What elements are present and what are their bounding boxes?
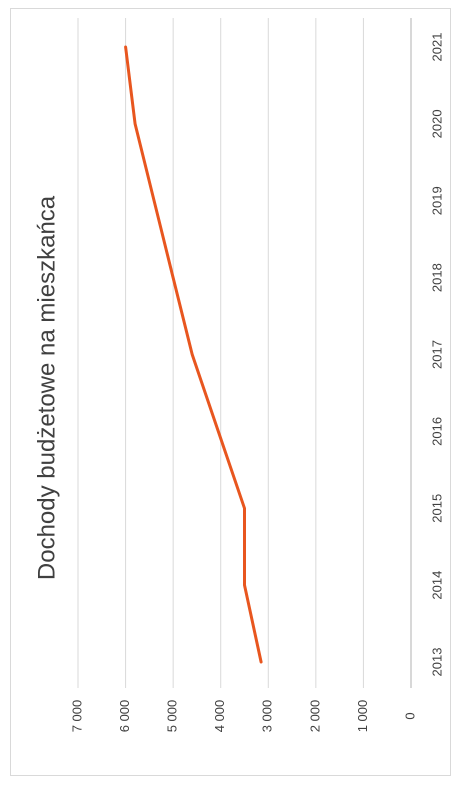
y-tick-label: 0: [402, 712, 417, 719]
x-tick-label: 2015: [429, 494, 444, 523]
y-tick-label: 7 000: [69, 700, 84, 733]
x-tick-label: 2020: [429, 109, 444, 138]
y-tick-label: 4 000: [212, 700, 227, 733]
x-tick-label: 2018: [429, 263, 444, 292]
x-tick-label: 2016: [429, 417, 444, 446]
y-tick-label: 6 000: [117, 700, 132, 733]
x-axis-ticks: 2013 2014 2015 2016 2017 2018 2019 2020 2021: [429, 33, 444, 677]
chart-title: Dochody budżetowe na mieszkańca: [33, 195, 60, 580]
chart-frame: [10, 8, 451, 776]
gridlines: [77, 18, 412, 688]
x-tick-label: 2014: [429, 571, 444, 600]
series-layer: [124, 45, 263, 664]
x-tick-label: 2021: [429, 33, 444, 62]
x-tick-label: 2017: [429, 340, 444, 369]
y-axis-ticks: 0 1 000 2 000 3 000 4 000 5 000 6 000 7 000: [69, 700, 417, 733]
x-tick-label: 2019: [429, 186, 444, 215]
series-line: [124, 45, 263, 664]
y-tick-label: 3 000: [260, 700, 275, 733]
y-tick-label: 1 000: [355, 700, 370, 733]
y-tick-label: 5 000: [165, 700, 180, 733]
x-tick-label: 2013: [429, 648, 444, 677]
y-tick-label: 2 000: [307, 700, 322, 733]
